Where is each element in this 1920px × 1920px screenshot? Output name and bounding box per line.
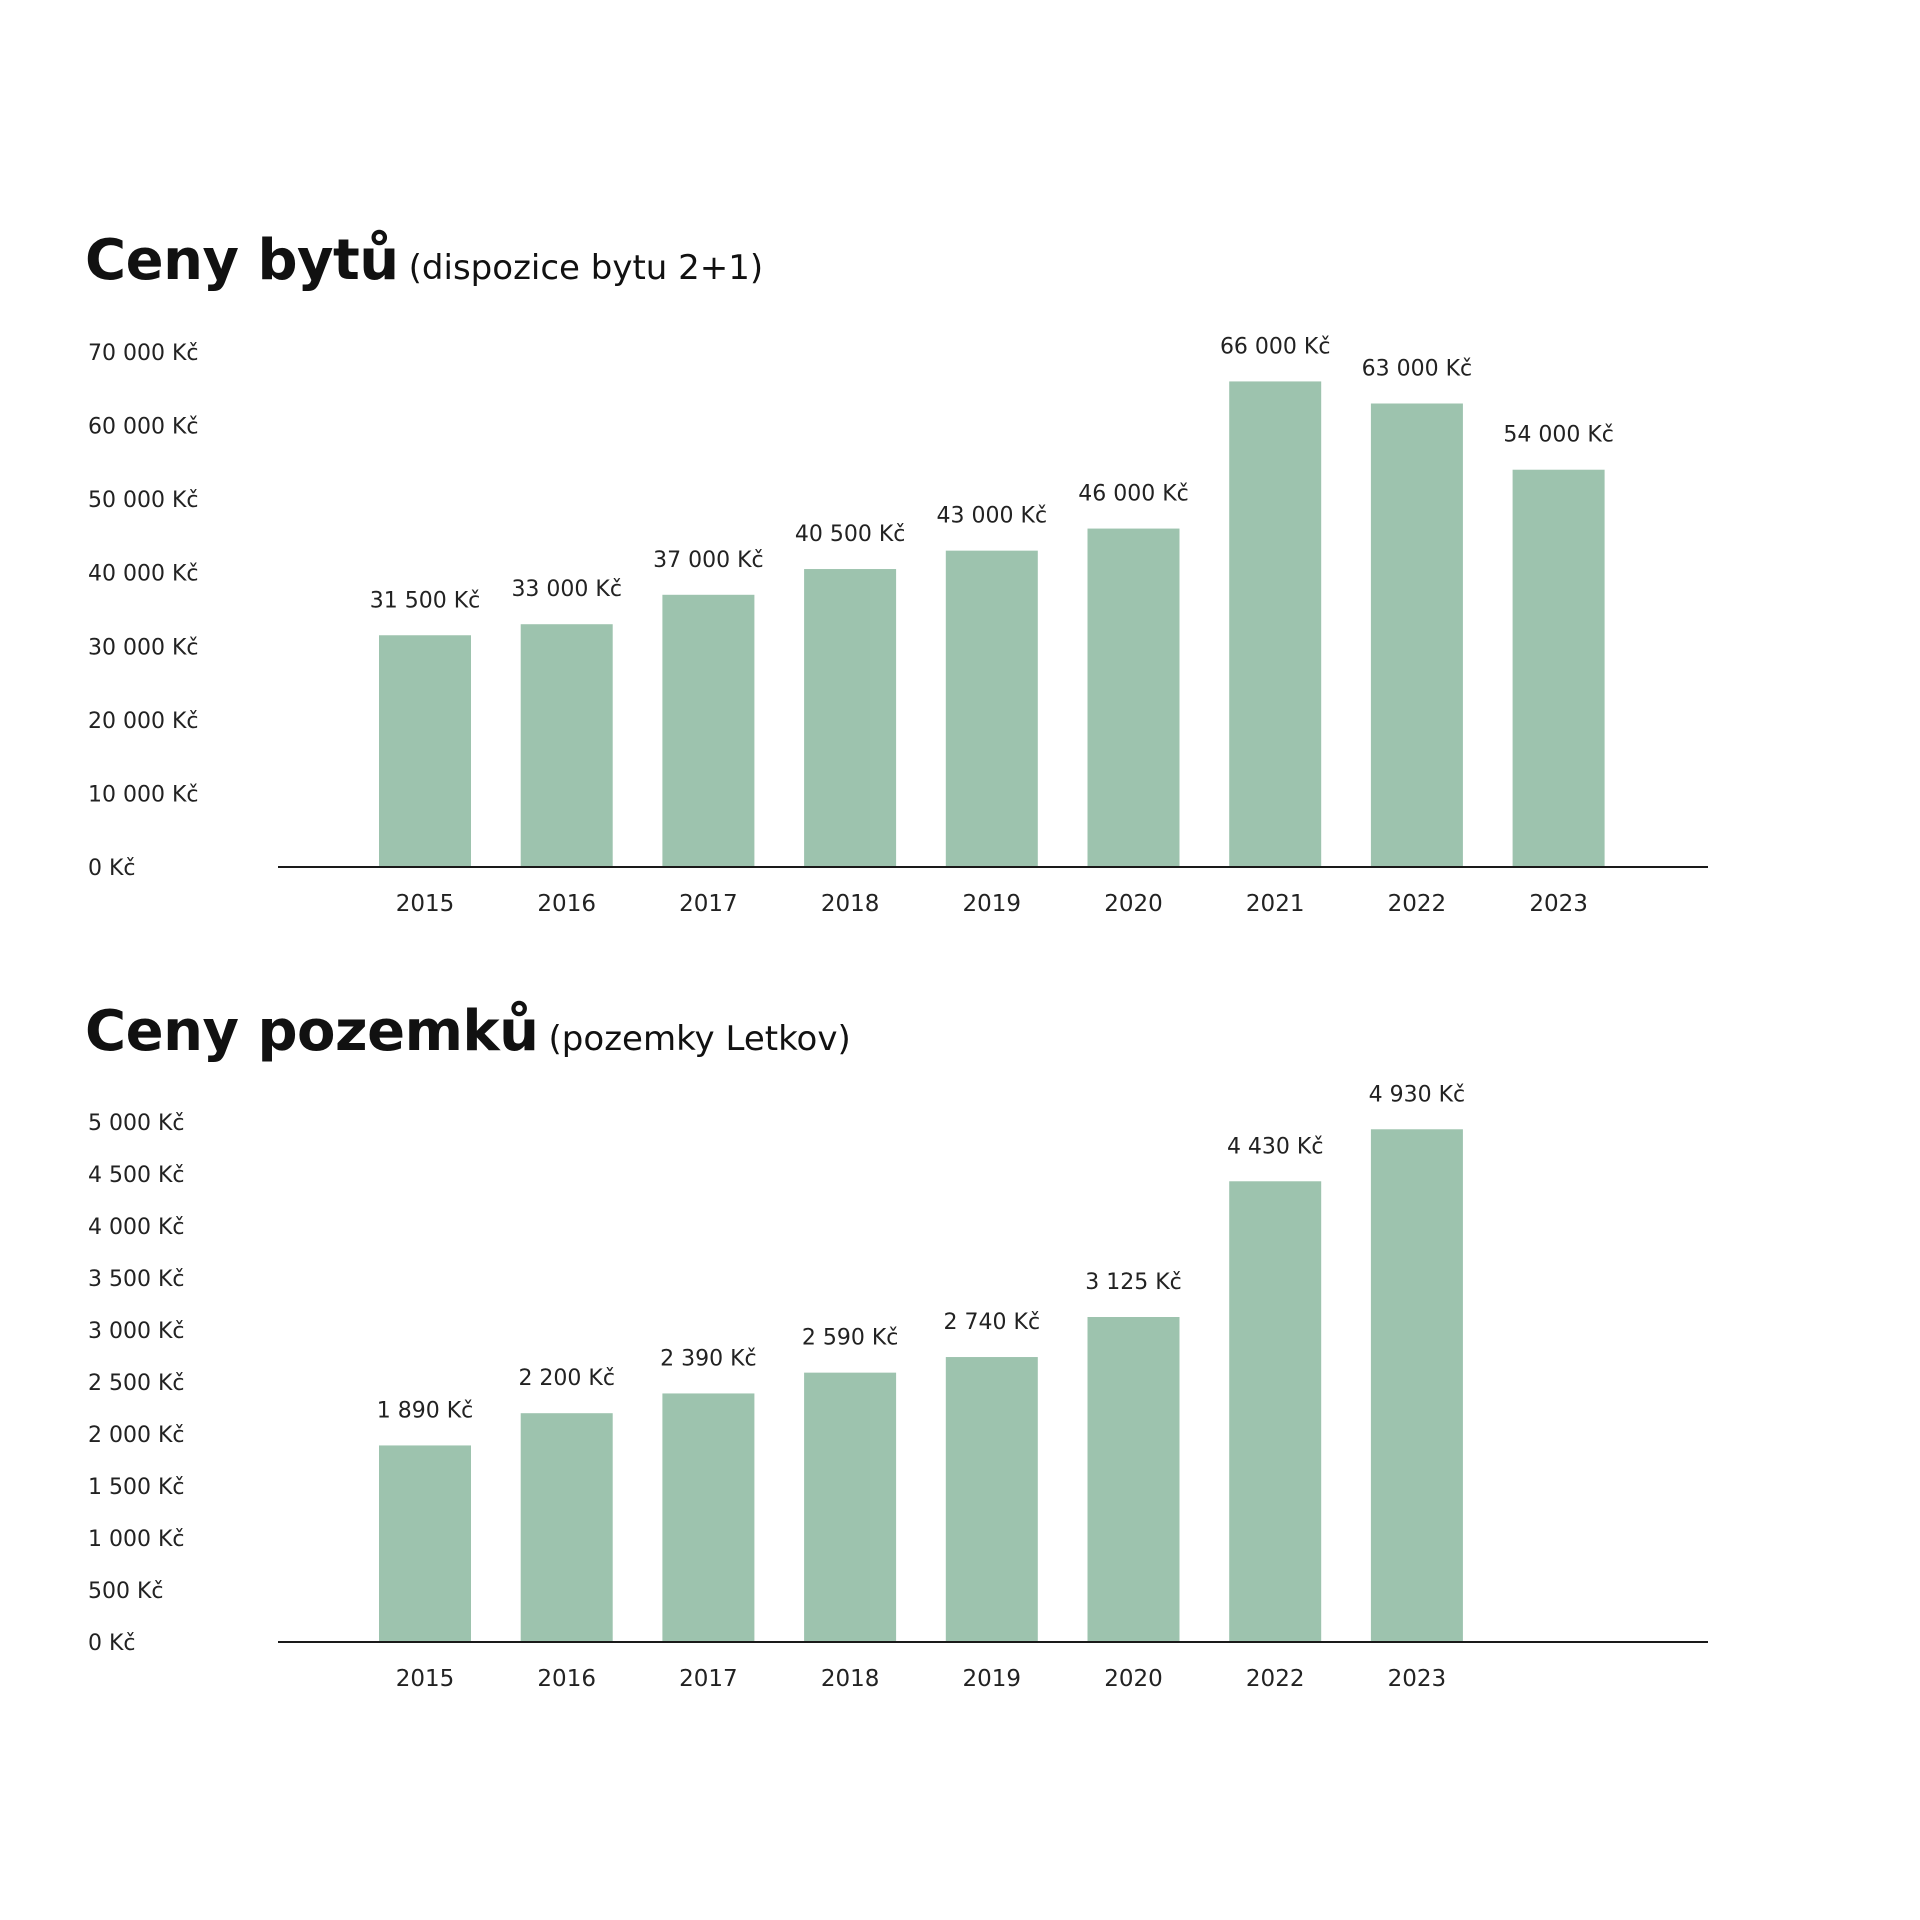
apartment-chart-title: Ceny bytů (dispozice bytu 2+1) — [85, 228, 763, 293]
land-value-label: 4 930 Kč — [1369, 1082, 1466, 1107]
apartment-x-tick-label: 2023 — [1529, 891, 1588, 917]
land-x-tick-label: 2022 — [1246, 1666, 1305, 1692]
apartment-bar-2015 — [379, 635, 471, 867]
apartment-x-tick-label: 2016 — [537, 891, 596, 917]
land-bar-2015 — [379, 1445, 471, 1642]
apartment-value-label: 37 000 Kč — [653, 548, 764, 573]
land-y-tick-label: 0 Kč — [88, 1631, 136, 1656]
land-value-label: 1 890 Kč — [377, 1398, 474, 1423]
land-x-tick-label: 2019 — [963, 1666, 1022, 1692]
apartment-bar-2020 — [1087, 528, 1180, 867]
apartment-y-tick-label: 20 000 Kč — [88, 709, 199, 734]
apartment-bar-2019 — [945, 550, 1038, 867]
apartment-y-tick-label: 60 000 Kč — [88, 415, 199, 440]
land-value-label: 3 125 Kč — [1085, 1270, 1182, 1295]
apartment-bar-2018 — [804, 569, 897, 867]
land-value-label: 2 390 Kč — [660, 1346, 757, 1371]
apartment-value-label: 31 500 Kč — [370, 588, 481, 613]
apartment-value-label: 33 000 Kč — [511, 577, 622, 602]
apartment-y-tick-label: 70 000 Kč — [88, 341, 199, 366]
land-chart-title: Ceny pozemků (pozemky Letkov) — [85, 999, 851, 1064]
land-y-tick-label: 1 000 Kč — [88, 1527, 185, 1552]
apartment-bar-2017 — [662, 594, 755, 867]
apartment-chart-subtitle: (dispozice bytu 2+1) — [408, 248, 764, 288]
apartment-value-label: 46 000 Kč — [1078, 482, 1189, 507]
apartment-x-tick-label: 2019 — [963, 891, 1022, 917]
apartment-y-tick-label: 30 000 Kč — [88, 635, 199, 660]
land-chart-plot: 0 Kč 500 Kč 1 000 Kč 1 500 Kč 2 000 Kč 2 500 … — [88, 1082, 1708, 1692]
land-bar-2018 — [804, 1372, 897, 1642]
apartment-bar-2021 — [1229, 381, 1322, 867]
apartment-y-tick-label: 10 000 Kč — [88, 782, 199, 807]
land-value-label: 2 740 Kč — [944, 1310, 1041, 1335]
apartment-x-tick-label: 2017 — [679, 891, 738, 917]
land-bar-2022 — [1229, 1181, 1322, 1642]
land-prices-chart: Ceny pozemků (pozemky Letkov) 0 Kč 500 Kč 1… — [0, 960, 1920, 1920]
apartment-y-tick-label: 40 000 Kč — [88, 562, 199, 587]
land-y-tick-label: 2 000 Kč — [88, 1423, 185, 1448]
land-bar-2019 — [945, 1357, 1038, 1642]
land-x-tick-label: 2018 — [821, 1666, 880, 1692]
apartment-prices-chart: Ceny bytů (dispozice bytu 2+1) 0 Kč 10 000… — [85, 228, 1708, 917]
land-bar-2016 — [520, 1413, 613, 1642]
land-x-tick-label: 2016 — [537, 1666, 596, 1692]
land-value-label: 2 200 Kč — [518, 1366, 615, 1391]
land-y-tick-label: 2 500 Kč — [88, 1371, 185, 1396]
apartment-value-label: 40 500 Kč — [795, 522, 906, 547]
land-chart-subtitle: (pozemky Letkov) — [548, 1019, 851, 1059]
apartment-y-tick-label: 0 Kč — [88, 856, 136, 881]
apartment-x-tick-label: 2018 — [821, 891, 880, 917]
apartment-value-label: 54 000 Kč — [1503, 423, 1614, 448]
apartment-bar-2016 — [520, 624, 613, 867]
apartment-value-label: 63 000 Kč — [1362, 357, 1473, 382]
apartment-y-tick-label: 50 000 Kč — [88, 488, 199, 513]
apartment-value-label: 66 000 Kč — [1220, 334, 1331, 359]
apartment-x-tick-label: 2021 — [1246, 891, 1305, 917]
apartment-chart-plot: 0 Kč 10 000 Kč 20 000 Kč 30 000 Kč 40 000 Kč… — [88, 334, 1708, 917]
land-y-tick-label: 4 500 Kč — [88, 1163, 185, 1188]
land-y-tick-label: 5 000 Kč — [88, 1111, 185, 1136]
land-y-tick-label: 3 000 Kč — [88, 1319, 185, 1344]
land-x-tick-label: 2017 — [679, 1666, 738, 1692]
land-value-label: 2 590 Kč — [802, 1326, 899, 1351]
apartment-bar-2023 — [1512, 469, 1605, 867]
apartment-value-label: 43 000 Kč — [937, 504, 1048, 529]
land-y-tick-label: 500 Kč — [88, 1579, 164, 1604]
land-y-tick-label: 1 500 Kč — [88, 1475, 185, 1500]
apartment-chart-title-main: Ceny bytů — [85, 228, 399, 293]
land-value-label: 4 430 Kč — [1227, 1134, 1324, 1159]
land-bar-2023 — [1370, 1129, 1463, 1642]
land-chart-title-main: Ceny pozemků — [85, 999, 539, 1064]
land-x-tick-label: 2020 — [1104, 1666, 1163, 1692]
land-bar-2020 — [1087, 1317, 1180, 1642]
apartment-bar-2022 — [1370, 403, 1463, 867]
land-x-tick-label: 2023 — [1388, 1666, 1447, 1692]
apartment-x-tick-label: 2015 — [396, 891, 455, 917]
land-x-tick-label: 2015 — [396, 1666, 455, 1692]
apartment-x-tick-label: 2022 — [1388, 891, 1447, 917]
land-bar-2017 — [662, 1393, 755, 1642]
land-y-tick-label: 3 500 Kč — [88, 1267, 185, 1292]
apartment-x-tick-label: 2020 — [1104, 891, 1163, 917]
land-y-tick-label: 4 000 Kč — [88, 1215, 185, 1240]
